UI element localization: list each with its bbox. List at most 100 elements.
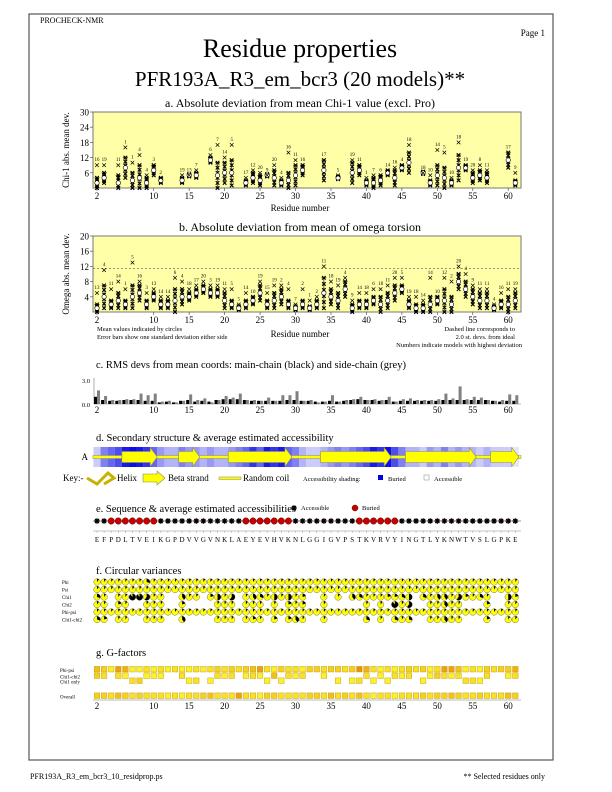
model-number-label: 4 [138, 148, 141, 153]
main-chain-bar [115, 400, 119, 404]
x-tick-label: 35 [326, 315, 336, 325]
variance-wedge [401, 608, 404, 612]
variance-wedge [245, 608, 248, 612]
residue-point-group: 5 [399, 271, 405, 296]
variance-wedge [274, 578, 277, 582]
g-factor-square [420, 677, 427, 684]
max-deviation-cross [208, 153, 213, 158]
residue-letter: K [442, 536, 447, 544]
page-title: Residue properties [203, 34, 397, 63]
accessible-marker [498, 518, 504, 524]
variance-wedge [323, 593, 326, 597]
variance-wedge [401, 586, 404, 590]
accessible-marker [200, 518, 207, 524]
variance-wedge [104, 586, 107, 590]
variance-wedge [472, 586, 475, 590]
mean-circle [512, 180, 518, 186]
max-deviation-cross [477, 287, 482, 292]
g-factor-square [143, 666, 150, 673]
x-tick-label: 35 [326, 405, 336, 415]
residue-letter: W [455, 536, 462, 544]
side-chain-bar [203, 398, 207, 404]
residue-point-group: 7 [293, 297, 299, 313]
main-chain-bar [363, 400, 367, 404]
variance-wedge [423, 593, 427, 599]
main-chain-bar [108, 400, 112, 404]
residue-point-group: 17 [193, 278, 199, 299]
variance-wedge [210, 586, 213, 590]
variance-wedge [224, 586, 227, 590]
variance-wedge [111, 608, 114, 612]
note-error-bars: Error bars show one standard deviation e… [97, 334, 228, 341]
variance-wedge [196, 593, 199, 597]
variance-wedge [139, 608, 142, 612]
residue-point-group: 9 [512, 166, 518, 188]
side-chain-bar [139, 393, 143, 404]
max-deviation-cross [378, 287, 383, 292]
g-factor-square [242, 666, 249, 673]
max-deviation-cross [144, 290, 149, 296]
residue-letter: E [95, 536, 99, 544]
main-chain-bar [384, 400, 388, 404]
main-chain-bar [306, 400, 310, 404]
variance-wedge [302, 616, 305, 620]
variance-wedge [252, 578, 255, 582]
variance-wedge [494, 586, 496, 590]
variance-wedge [316, 586, 319, 590]
mean-circle [392, 175, 398, 181]
circular-variances-plot: Phi Psi Chi1 Chi2 Phi-psi Chi1-chi2 [62, 578, 519, 624]
variance-wedge [387, 593, 391, 597]
main-chain-bar [193, 401, 197, 404]
mean-circle [243, 180, 249, 186]
accessible-marker [221, 518, 228, 524]
accessible-marker [484, 518, 490, 524]
g-factor-square [448, 672, 455, 679]
residue-point-group: 11 [108, 282, 114, 311]
x-tick-label: 60 [504, 315, 514, 325]
residue-letter: E [144, 536, 148, 544]
g-factor-square [179, 672, 186, 679]
model-number-label: 6 [174, 271, 177, 276]
model-number-label: 1 [365, 171, 368, 176]
g-factor-square [469, 692, 476, 699]
model-number-label: 13 [95, 286, 101, 291]
residue-point-group: 17 [505, 146, 511, 170]
g-factor-square [498, 666, 505, 673]
max-deviation-cross [364, 175, 369, 180]
max-deviation-cross [435, 294, 440, 299]
g-factor-square [193, 666, 200, 673]
x-tick-label: 55 [468, 701, 478, 711]
residue-point-group: 16 [94, 158, 100, 191]
model-number-label: 14 [243, 286, 249, 291]
model-number-label: 9 [266, 168, 269, 173]
max-deviation-cross [414, 294, 419, 299]
g-factor-square [122, 692, 129, 699]
variance-wedge [366, 586, 369, 590]
max-deviation-cross [392, 275, 397, 280]
variance-wedge [146, 578, 150, 584]
variance-wedge [125, 593, 128, 597]
g-factor-square [320, 672, 327, 679]
max-deviation-cross [449, 175, 454, 180]
max-deviation-cross [194, 168, 199, 173]
variance-circle [107, 578, 115, 586]
x-tick-label: 35 [326, 191, 336, 201]
mean-circle [151, 294, 157, 300]
residue-point-group: 2 [314, 290, 320, 311]
g-factor-square [512, 666, 519, 673]
variance-wedge [359, 593, 363, 599]
variance-wedge [224, 601, 227, 605]
model-number-label: 16 [392, 161, 398, 166]
model-number-label: 5 [337, 168, 340, 173]
variance-wedge [238, 608, 241, 612]
variance-wedge [203, 578, 206, 582]
buried-legend-label: Buried [362, 505, 380, 512]
g-factor-square [398, 692, 405, 699]
y-axis-label: Chi-1 abs. mean dev. [61, 112, 71, 188]
variance-wedge [359, 586, 362, 590]
g-factor-square [413, 692, 420, 699]
residue-letter: L [428, 536, 432, 544]
residue-letter: G [165, 536, 170, 544]
residue-point-group: 2 [158, 171, 164, 186]
residue-letter: N [449, 536, 454, 544]
